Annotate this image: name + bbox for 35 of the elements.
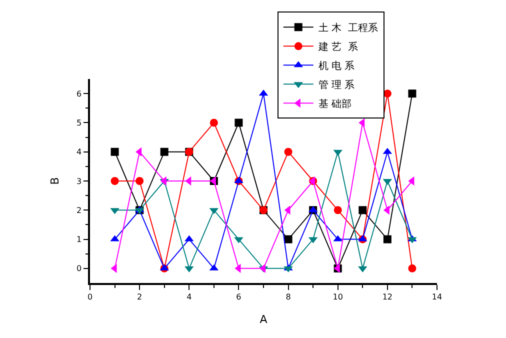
point: [408, 90, 416, 98]
x-tick-label: 2: [137, 292, 142, 302]
point: [408, 264, 416, 272]
point: [110, 148, 119, 156]
point: [383, 235, 392, 244]
legend-label: 土 木 工程系: [318, 22, 378, 34]
point: [160, 148, 168, 156]
y-tick-label: 0: [76, 264, 82, 274]
point: [136, 177, 144, 185]
x-tick-label: 4: [186, 292, 192, 302]
y-tick-label: 6: [76, 89, 82, 98]
x-tick-label: 14: [432, 292, 442, 302]
legend-label: 管 理 系: [318, 79, 355, 92]
point: [210, 118, 218, 127]
legend-label: 机 电 系: [318, 60, 355, 72]
x-tick-label: 10: [332, 292, 343, 302]
point: [284, 235, 292, 244]
x-tick-label: 6: [236, 292, 242, 302]
y-tick-label: 4: [76, 148, 82, 157]
point: [284, 148, 292, 156]
point: [110, 177, 119, 185]
y-tick-label: 3: [76, 176, 82, 186]
point: [334, 206, 342, 214]
legend-label: 基 础部: [318, 98, 352, 110]
x-tick-label: 12: [382, 292, 393, 302]
y-tick-label: 5: [76, 118, 82, 128]
point: [234, 118, 243, 127]
legend-label: 建 艺 系: [317, 41, 358, 54]
x-tick-label: 8: [286, 292, 291, 302]
y-tick-label: 1: [76, 235, 82, 244]
y-axis-title: B: [48, 177, 62, 185]
x-tick-label: 0: [87, 292, 93, 302]
y-tick-label: 2: [76, 206, 82, 215]
x-axis-title: A: [260, 313, 268, 326]
point: [358, 206, 367, 214]
